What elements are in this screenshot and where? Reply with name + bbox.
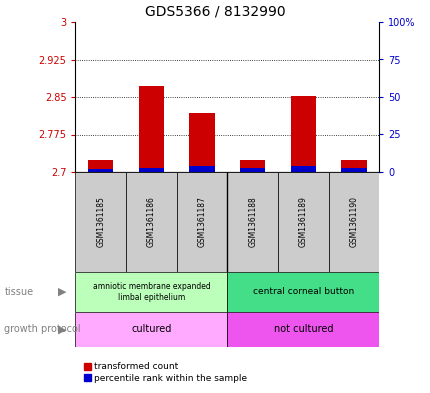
Bar bbox=[290, 166, 315, 172]
Text: not cultured: not cultured bbox=[273, 325, 332, 334]
Text: cultured: cultured bbox=[131, 325, 171, 334]
Text: GSM1361186: GSM1361186 bbox=[147, 196, 156, 248]
Text: GSM1361188: GSM1361188 bbox=[248, 196, 257, 247]
Text: central corneal button: central corneal button bbox=[252, 288, 353, 296]
Bar bbox=[240, 167, 265, 172]
Text: GSM1361185: GSM1361185 bbox=[96, 196, 105, 248]
Bar bbox=[189, 166, 214, 172]
Text: amniotic membrane expanded
limbal epithelium: amniotic membrane expanded limbal epithe… bbox=[92, 282, 210, 302]
Bar bbox=[240, 160, 265, 172]
Bar bbox=[341, 160, 366, 172]
Bar bbox=[328, 172, 378, 272]
Text: tissue: tissue bbox=[4, 287, 34, 297]
Bar bbox=[75, 272, 227, 312]
Text: growth protocol: growth protocol bbox=[4, 325, 81, 334]
Bar bbox=[75, 312, 227, 347]
Bar bbox=[126, 172, 176, 272]
Bar bbox=[277, 172, 328, 272]
Bar bbox=[75, 172, 126, 272]
Bar bbox=[227, 172, 277, 272]
Text: GSM1361189: GSM1361189 bbox=[298, 196, 307, 248]
Bar bbox=[88, 160, 113, 172]
Text: GSM1361187: GSM1361187 bbox=[197, 196, 206, 248]
Bar bbox=[138, 167, 164, 172]
Text: GSM1361190: GSM1361190 bbox=[349, 196, 358, 248]
Bar bbox=[227, 272, 378, 312]
Bar bbox=[88, 169, 113, 172]
Text: GDS5366 / 8132990: GDS5366 / 8132990 bbox=[145, 4, 285, 18]
Bar bbox=[138, 86, 164, 172]
Bar bbox=[341, 167, 366, 172]
Legend: transformed count, percentile rank within the sample: transformed count, percentile rank withi… bbox=[80, 358, 251, 387]
Bar bbox=[189, 113, 214, 172]
Bar bbox=[227, 312, 378, 347]
Bar bbox=[176, 172, 227, 272]
Text: ▶: ▶ bbox=[58, 325, 67, 334]
Bar bbox=[290, 96, 315, 172]
Text: ▶: ▶ bbox=[58, 287, 67, 297]
